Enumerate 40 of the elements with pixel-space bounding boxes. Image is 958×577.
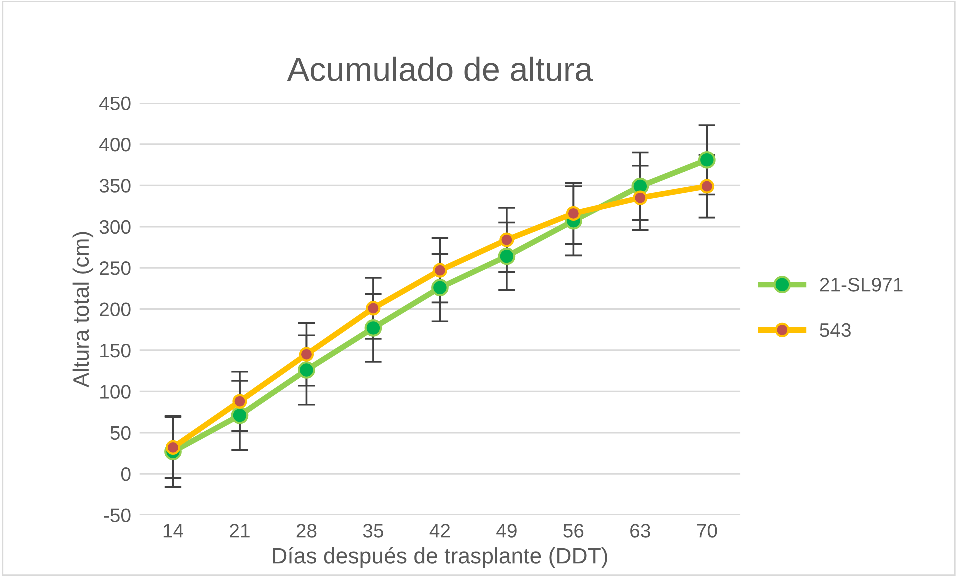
y-tick-label: 200 <box>100 302 131 317</box>
point <box>500 232 514 248</box>
point <box>231 406 249 424</box>
y-tick-label: 150 <box>100 344 131 358</box>
chart-title: Acumulado de altura <box>287 56 594 82</box>
x-tick-label: 35 <box>363 524 384 538</box>
y-tick-label: 0 <box>121 468 131 482</box>
x-tick-label: 70 <box>697 524 718 538</box>
point <box>366 301 381 316</box>
y-tick-label: 250 <box>100 262 131 276</box>
point <box>566 206 581 221</box>
y-tick-label: 50 <box>110 426 131 440</box>
x-tick-label: 28 <box>296 524 317 538</box>
point <box>166 440 181 455</box>
point <box>364 320 382 337</box>
x-tick-label: 14 <box>164 524 184 538</box>
point <box>700 179 714 194</box>
y-tick-label: 300 <box>100 220 131 234</box>
y-tick-label: -50 <box>104 508 131 522</box>
point <box>633 190 648 206</box>
y-tick-label: 100 <box>100 385 131 399</box>
y-tick-label: 400 <box>100 138 131 152</box>
point <box>299 347 314 362</box>
y-tick-label: 450 <box>100 96 131 111</box>
point <box>232 394 248 409</box>
point <box>298 362 316 379</box>
x-tick-label: 56 <box>564 524 584 538</box>
y-tick-label: 350 <box>100 179 131 193</box>
point <box>432 279 449 297</box>
x-axis-title: Días después de trasplante (DDT) <box>273 547 608 568</box>
legend-label: 543 <box>820 323 851 338</box>
x-tick-label: 42 <box>430 524 450 538</box>
x-tick-label: 49 <box>496 524 517 538</box>
x-tick-label: 63 <box>630 524 650 538</box>
y-axis-title: Altura total (cm) <box>72 232 94 388</box>
legend-label: 21-SL971 <box>820 278 903 292</box>
point <box>498 248 516 266</box>
point <box>432 263 448 278</box>
point <box>698 151 716 169</box>
x-tick-label: 21 <box>230 524 250 538</box>
